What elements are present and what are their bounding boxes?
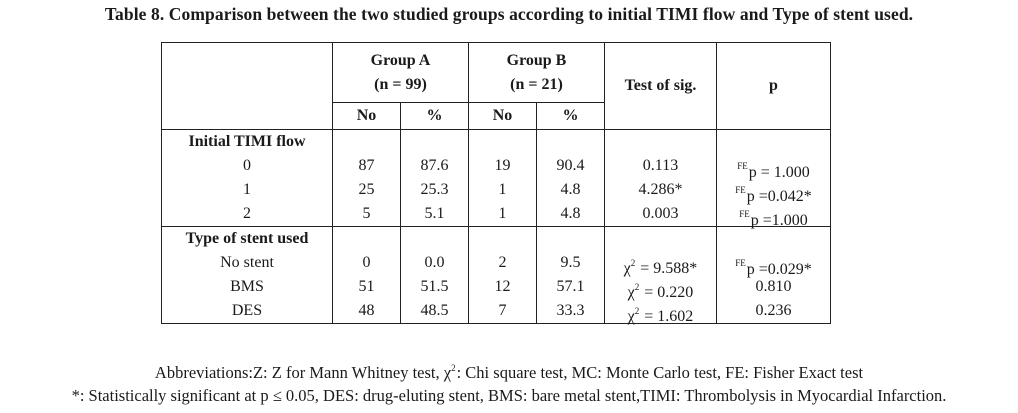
cell-b-pct: 90.4 4.8 4.8 [536, 129, 605, 227]
row-value: No stent [220, 254, 274, 271]
comparison-table: Group A (n = 99) Group B (n = 21) Test o… [161, 42, 831, 325]
row-value: 33.3 [556, 302, 585, 319]
cell-a-pct: 87.6 25.3 5.1 [400, 129, 469, 227]
row-value: 9.5 [560, 254, 581, 271]
row-value: χ2 = 9.588* [623, 258, 698, 277]
row-value: 4.8 [560, 205, 581, 222]
row-value: 87 [358, 157, 375, 174]
row-value: 57.1 [556, 278, 585, 295]
row-value: FEp =0.042* [735, 185, 812, 205]
test-header: Test of sig. [604, 42, 717, 130]
table-caption: Table 8. Comparison between the two stud… [104, 4, 914, 24]
group-b-pct-header: % [536, 102, 605, 130]
row-value: 0.113 [642, 157, 679, 174]
cell-p: FEp =0.029* 0.810 0.236 [716, 226, 831, 324]
footnote-text: : Chi square test, MC: Monte Carlo test,… [456, 363, 864, 382]
row-value: 5 [362, 205, 371, 222]
row-value: 12 [494, 278, 511, 295]
row-value: 2 [243, 205, 251, 222]
row-value: 0.810 [755, 278, 792, 295]
row-value: 51.5 [420, 278, 449, 295]
cell-test: 0.113 4.286* 0.003 [604, 129, 717, 227]
group-b-label: Group B [506, 52, 567, 69]
row-value: 4.286* [638, 181, 683, 198]
cell-b-no: 19 1 1 [468, 129, 537, 227]
row-value: 87.6 [420, 157, 449, 174]
chi-symbol: χ2 [627, 282, 640, 301]
row-value: 1 [498, 181, 507, 198]
footnote-text: Abbreviations:Z: Z for Mann Whitney test… [154, 363, 444, 382]
row-value: 2 [498, 254, 507, 271]
row-value: 48.5 [420, 302, 449, 319]
chi-symbol: χ2 [443, 363, 456, 382]
group-b-n: (n = 21) [510, 76, 563, 93]
group-b-no-header: No [468, 102, 537, 130]
row-value: 1 [243, 181, 251, 198]
row-value: 19 [494, 157, 511, 174]
row-value: 25 [358, 181, 375, 198]
group-a-n: (n = 99) [374, 76, 427, 93]
p-header: p [716, 42, 831, 130]
row-value: 48 [358, 302, 375, 319]
footnote-significance: *: Statistically significant at p ≤ 0.05… [71, 386, 947, 405]
row-value: 4.8 [560, 181, 581, 198]
group-b-header: Group B (n = 21) [468, 42, 605, 103]
section-title: Type of stent used [185, 230, 309, 247]
row-value: 7 [498, 302, 507, 319]
cell-b-pct: 9.5 57.1 33.3 [536, 226, 605, 324]
section-block: Initial TIMI flow 0 1 2 87 25 5 87.6 25.3 5.1 19 1 1… [161, 129, 831, 229]
empty-header-cell [161, 42, 333, 130]
group-a-header: Group A (n = 99) [332, 42, 469, 103]
cell-label: Initial TIMI flow 0 1 2 [161, 129, 333, 227]
row-value: 0.236 [755, 302, 792, 319]
cell-a-no: 87 25 5 [332, 129, 401, 227]
cell-b-no: 2 12 7 [468, 226, 537, 324]
group-a-no-header: No [332, 102, 401, 130]
row-value: 5.1 [424, 205, 445, 222]
cell-label: Type of stent used No stent BMS DES [161, 226, 333, 324]
row-value: χ2 = 1.602 [627, 306, 694, 325]
row-value: 0 [362, 254, 371, 271]
section-block: Type of stent used No stent BMS DES 0 51 48 0.0… [161, 226, 831, 325]
row-value: χ2 = 0.220 [627, 282, 694, 301]
row-value: BMS [230, 278, 264, 295]
cell-test: χ2 = 9.588* χ2 = 0.220 χ2 = 1.602 [604, 226, 717, 325]
cell-a-no: 0 51 48 [332, 226, 401, 324]
row-value: FEp =0.029* [735, 258, 812, 278]
row-value: 25.3 [420, 181, 449, 198]
row-value: DES [231, 302, 263, 319]
row-value: 1 [498, 205, 507, 222]
row-value: 90.4 [556, 157, 585, 174]
row-value: 0.003 [642, 205, 679, 222]
footnote-abbreviations: Abbreviations:Z: Z for Mann Whitney test… [0, 363, 1018, 383]
row-value: FEp =1.000 [739, 209, 808, 229]
row-value: 51 [358, 278, 375, 295]
row-value: FEp = 1.000 [737, 161, 810, 181]
section-title: Initial TIMI flow [188, 133, 306, 150]
chi-symbol: χ2 [627, 306, 640, 325]
chi-symbol: χ2 [623, 258, 636, 277]
row-value: 0 [243, 157, 251, 174]
cell-p: FEp = 1.000 FEp =0.042* FEp =1.000 [716, 129, 831, 229]
group-a-pct-header: % [400, 102, 469, 130]
group-a-label: Group A [370, 52, 431, 69]
cell-a-pct: 0.0 51.5 48.5 [400, 226, 469, 324]
row-value: 0.0 [424, 254, 445, 271]
